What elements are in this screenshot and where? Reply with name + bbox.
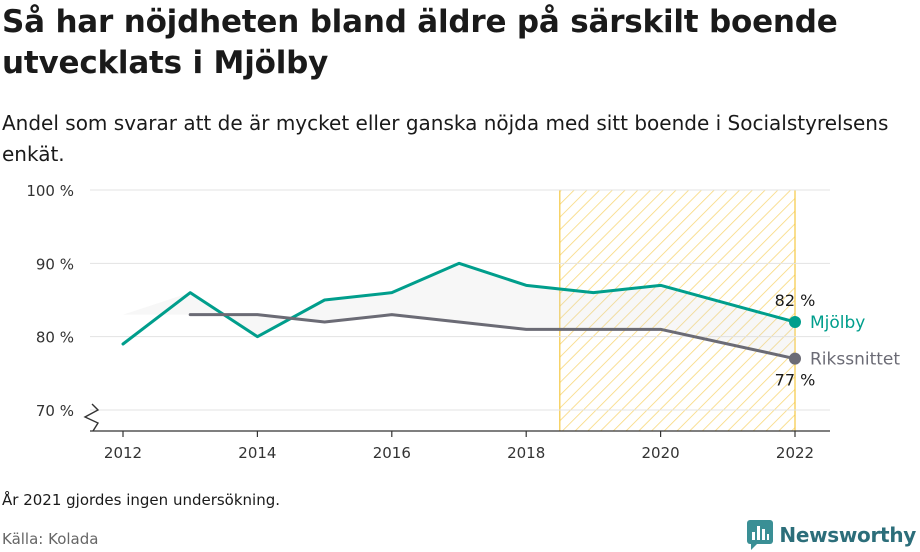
source-text: Källa: Kolada <box>2 530 99 548</box>
chart-title: Så har nöjdheten bland äldre på särskilt… <box>2 4 838 81</box>
end-value-label: 82 % <box>775 291 816 310</box>
y-tick-label: 70 % <box>36 402 74 420</box>
series-name-label: Rikssnittet <box>810 350 900 370</box>
brand-logo: Newsworthy <box>747 520 916 550</box>
x-tick-label: 2016 <box>373 444 411 462</box>
brand-name: Newsworthy <box>779 523 916 547</box>
x-tick-label: 2014 <box>238 444 276 462</box>
difference-area <box>123 263 795 359</box>
chart-subtitle: Andel som svarar att de är mycket eller … <box>2 111 889 166</box>
end-point-rikssnittet <box>789 352 801 365</box>
series-name-label: Mjölby <box>810 313 865 333</box>
y-tick-label: 100 % <box>26 182 74 200</box>
line-chart: 70 % 80 % 90 % 100 % 2012 2014 2016 2018 2020 202… <box>26 182 901 462</box>
end-point-mjolby <box>789 316 801 328</box>
difference-fill <box>123 263 795 359</box>
newsworthy-logo-icon <box>747 520 774 550</box>
x-tick-label: 2022 <box>776 444 814 462</box>
y-tick-label: 90 % <box>36 255 74 273</box>
end-value-label: 77 % <box>775 371 816 390</box>
x-tick-label: 2018 <box>507 444 545 462</box>
x-tick-label: 2020 <box>642 444 680 462</box>
series-lines <box>121 261 801 365</box>
x-tick-label: 2012 <box>104 444 142 462</box>
axis-break-icon <box>83 403 100 432</box>
y-tick-label: 80 % <box>36 329 74 347</box>
footnote: År 2021 gjordes ingen undersökning. <box>2 491 281 509</box>
axes: 70 % 80 % 90 % 100 % 2012 2014 2016 2018 2020 202… <box>26 182 830 462</box>
